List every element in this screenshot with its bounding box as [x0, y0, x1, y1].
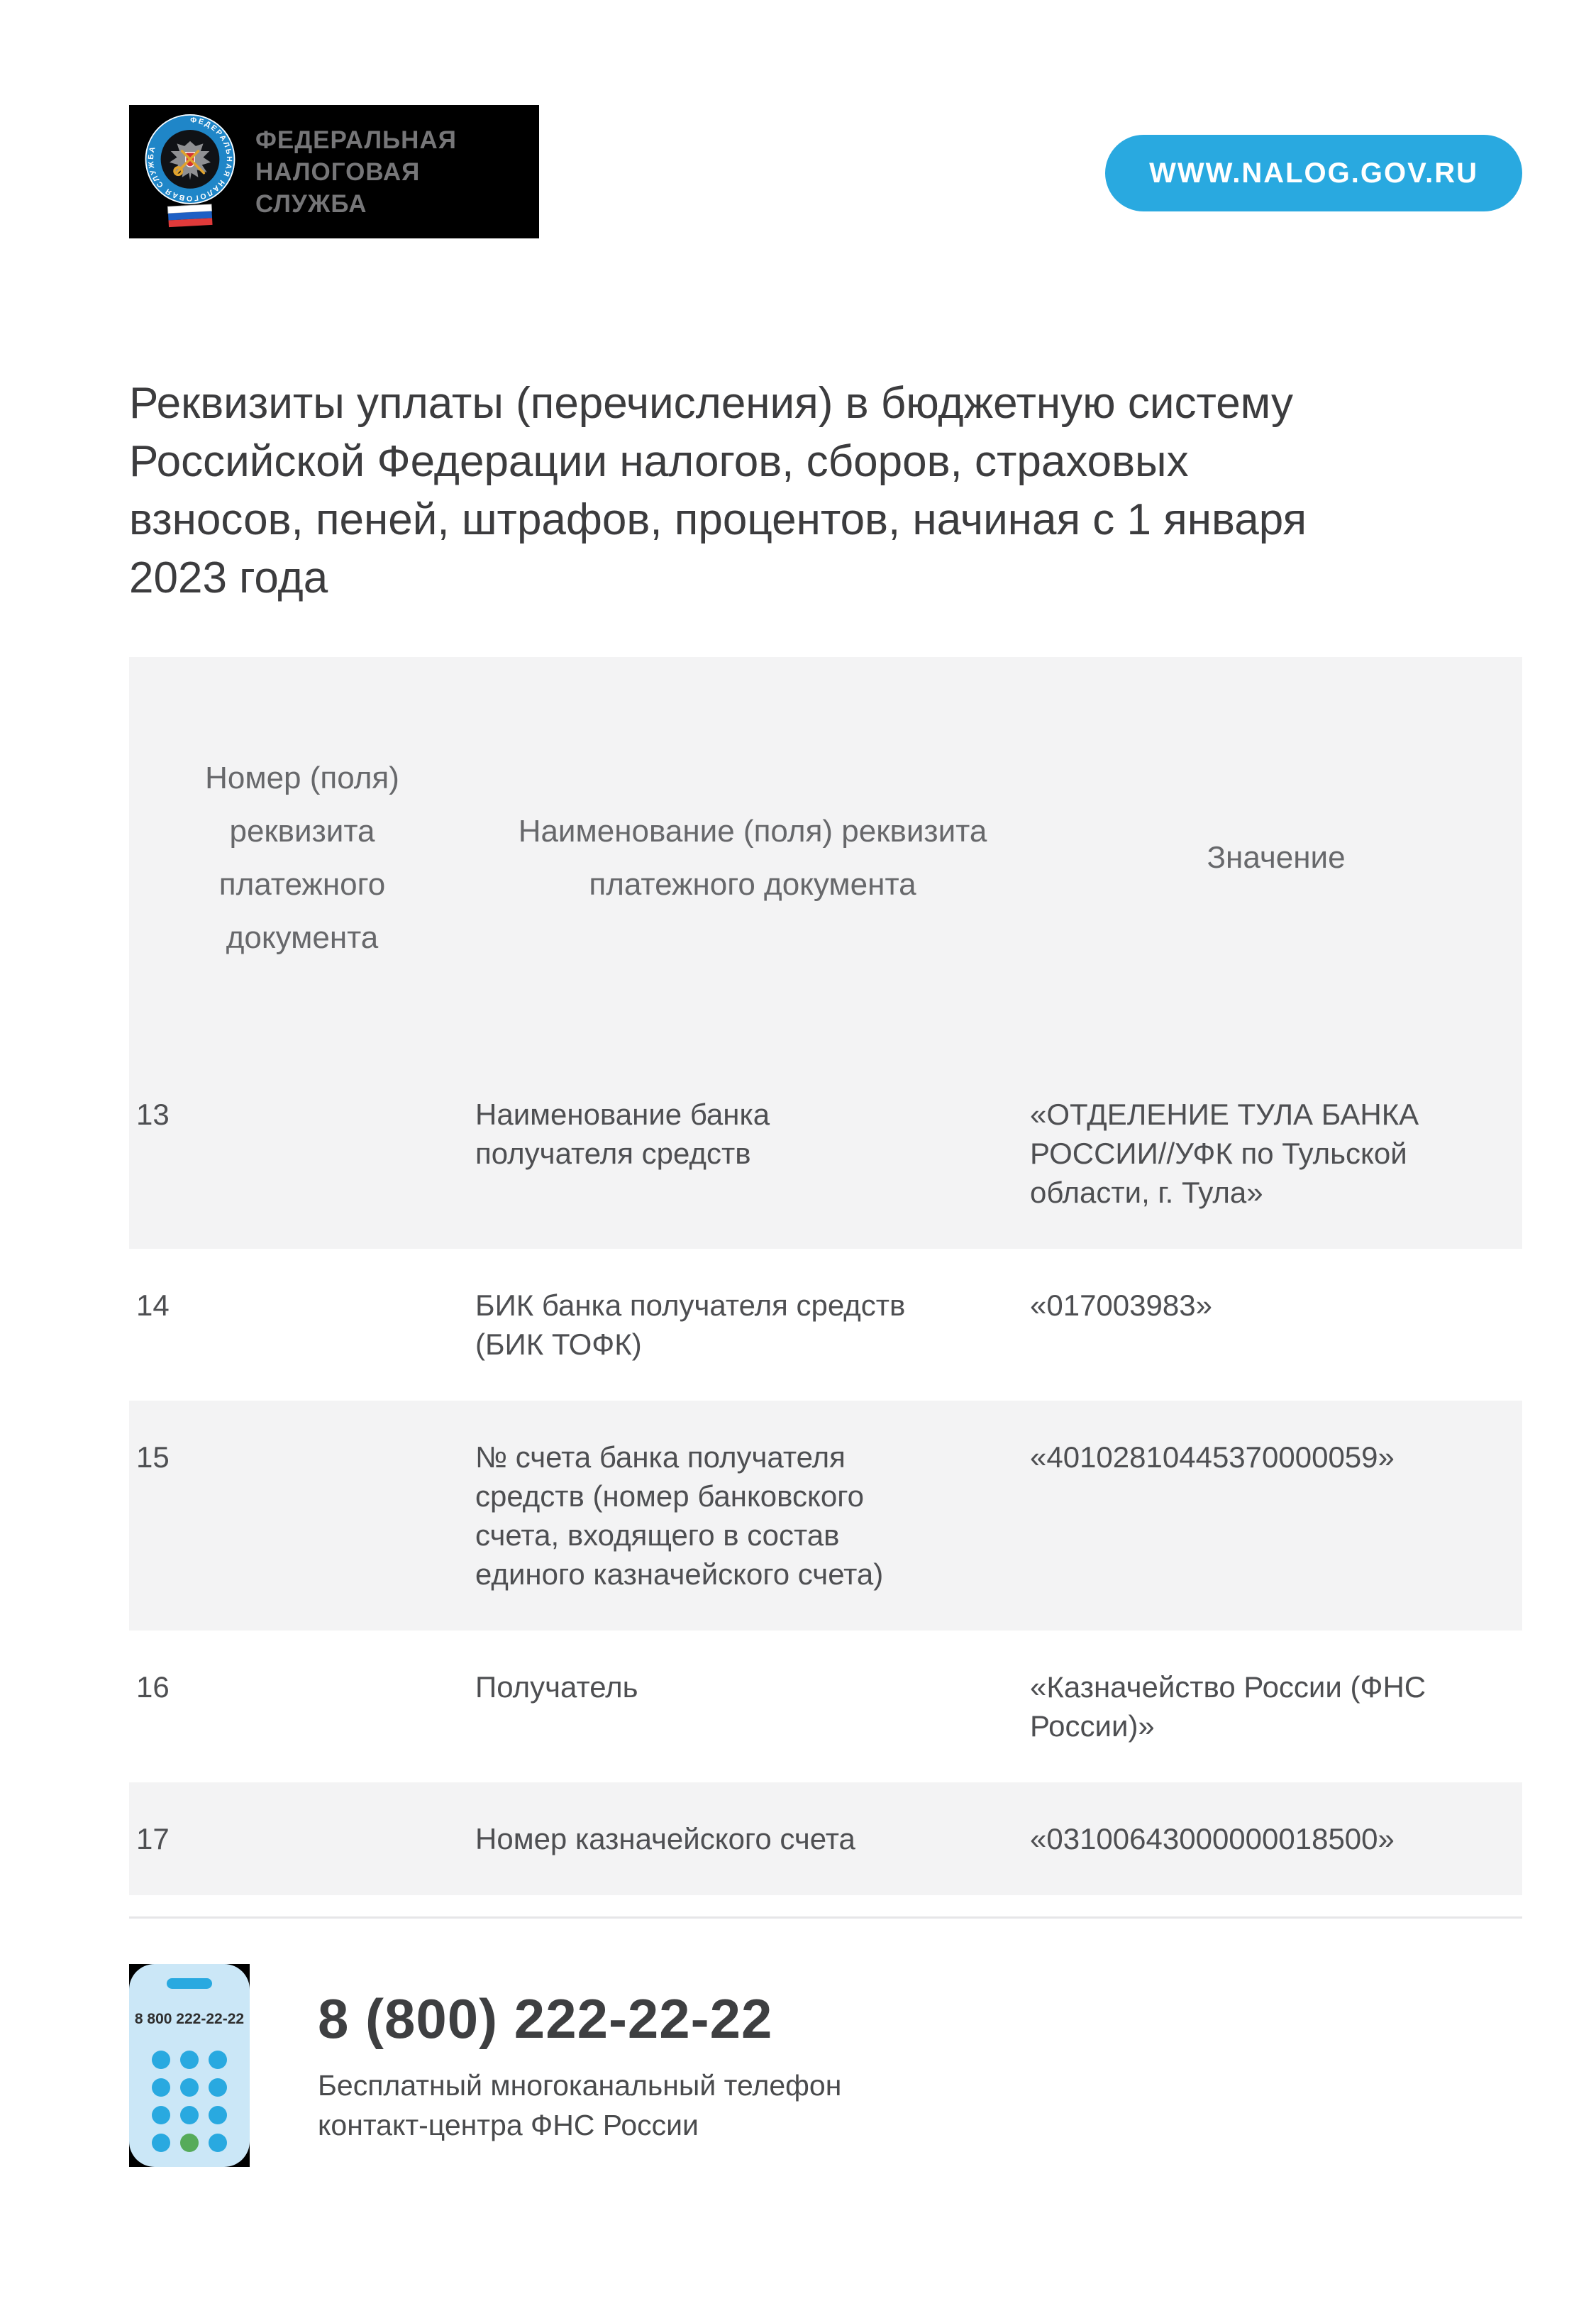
footer: 8 800 222-22-22 8 (800) 222-22-22 Беспла… — [129, 1964, 1522, 2167]
row-value-cell: «40102810445370000059» — [1030, 1440, 1395, 1474]
keypad-dot — [152, 2106, 170, 2124]
fns-emblem-icon: ФЕДЕРАЛЬНАЯ НАЛОГОВАЯ СЛУЖБА — [145, 114, 235, 228]
row-value-cell: «03100643000000018500» — [1030, 1822, 1395, 1855]
requisites-table: Номер (поля) реквизита платежного докуме… — [129, 657, 1522, 1895]
phone-description: Бесплатный многоканальный телефон контак… — [318, 2068, 842, 2141]
fns-logo: ФЕДЕРАЛЬНАЯ НАЛОГОВАЯ СЛУЖБА — [129, 105, 539, 238]
logo-text-line2: НАЛОГОВАЯ СЛУЖБА — [255, 158, 421, 218]
keypad-dot — [180, 2106, 199, 2124]
row-name-cell: Получатель — [475, 1670, 638, 1704]
row-number-cell: 13 — [136, 1098, 170, 1131]
column-header-number: Номер (поля) реквизита платежного докуме… — [205, 760, 399, 955]
keypad-dot — [152, 2078, 170, 2097]
row-number-cell: 16 — [136, 1670, 170, 1704]
site-url-button[interactable]: WWW.NALOG.GOV.RU — [1105, 135, 1522, 211]
row-name-cell: БИК банка получателя средств (БИК ТОФК) — [475, 1289, 906, 1361]
keypad-dot — [209, 2051, 227, 2069]
table-row: 13 Наименование банка получателя средств… — [129, 1058, 1522, 1249]
row-name-cell: № счета банка получателя средств (номер … — [475, 1440, 884, 1591]
keypad-dot — [180, 2078, 199, 2097]
title-line: взносов, пеней, штрафов, процентов, начи… — [129, 495, 1307, 544]
row-value-cell: «Казначейство России (ФНС России)» — [1030, 1670, 1426, 1743]
table-row: 17 Номер казначейского счета «0310064300… — [129, 1782, 1522, 1895]
phone-icon-label: 8 800 222-22-22 — [134, 2011, 245, 2027]
row-number-cell: 15 — [136, 1440, 170, 1474]
row-name-cell: Наименование банка получателя средств — [475, 1098, 770, 1170]
table-row: 14 БИК банка получателя средств (БИК ТОФ… — [129, 1249, 1522, 1401]
title-line: Реквизиты уплаты (перечисления) в бюджет… — [129, 379, 1294, 428]
keypad-dot — [152, 2051, 170, 2069]
phone-icon: 8 800 222-22-22 — [129, 1964, 250, 2167]
keypad-dot — [209, 2134, 227, 2152]
gold-key — [173, 150, 206, 177]
flag-ribbon — [167, 204, 213, 228]
row-number-cell: 17 — [136, 1822, 170, 1855]
keypad-dot — [152, 2134, 170, 2152]
table-row: 16 Получатель «Казначейство России (ФНС … — [129, 1631, 1522, 1782]
row-value-cell: «017003983» — [1030, 1289, 1212, 1322]
table-row: 15 № счета банка получателя средств (ном… — [129, 1401, 1522, 1631]
title-line: Российской Федерации налогов, сборов, ст… — [129, 437, 1189, 486]
row-value-cell: «ОТДЕЛЕНИЕ ТУЛА БАНКА РОССИИ//УФК по Тул… — [1030, 1098, 1419, 1209]
phone-keypad-dots — [152, 2051, 227, 2152]
top-bar: ФЕДЕРАЛЬНАЯ НАЛОГОВАЯ СЛУЖБА — [129, 0, 1522, 238]
keypad-dot-green — [180, 2134, 199, 2152]
divider — [129, 1916, 1522, 1919]
column-header-value: Значение — [1207, 840, 1346, 875]
page-title: Реквизиты уплаты (перечисления) в бюджет… — [129, 375, 1522, 607]
logo-text-line1: ФЕДЕРАЛЬНАЯ — [255, 126, 457, 154]
table-header-row: Номер (поля) реквизита платежного докуме… — [129, 657, 1522, 1058]
footer-text: 8 (800) 222-22-22 Бесплатный многоканаль… — [318, 1987, 878, 2145]
phone-number: 8 (800) 222-22-22 — [318, 1987, 773, 2050]
row-name-cell: Номер казначейского счета — [475, 1822, 855, 1855]
column-header-name: Наименование (поля) реквизита платежного… — [518, 813, 987, 902]
row-number-cell: 14 — [136, 1289, 170, 1322]
keypad-dot — [209, 2078, 227, 2097]
title-line: 2023 года — [129, 553, 328, 602]
logo-text: ФЕДЕРАЛЬНАЯ НАЛОГОВАЯ СЛУЖБА — [255, 124, 539, 220]
keypad-dot — [209, 2106, 227, 2124]
keypad-dot — [180, 2051, 199, 2069]
phone-speaker-bar — [167, 1978, 212, 1989]
